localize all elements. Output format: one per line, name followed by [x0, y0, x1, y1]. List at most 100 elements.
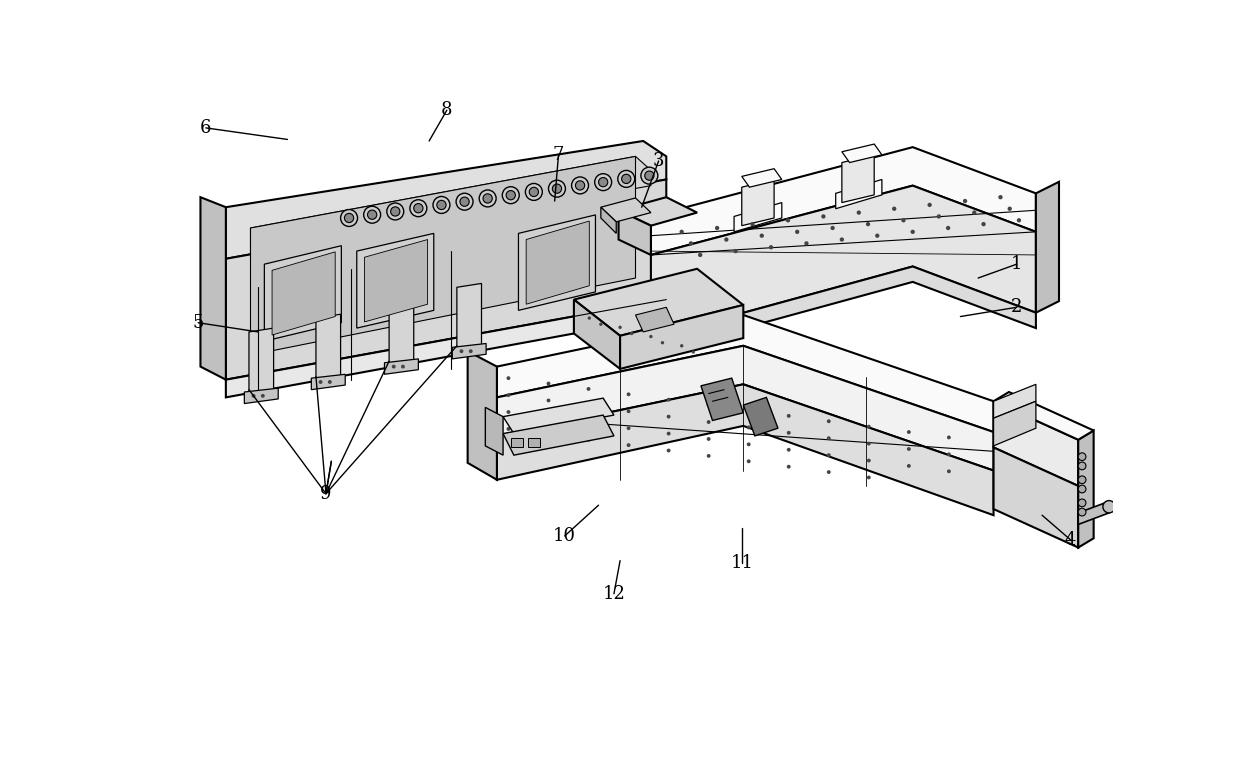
Circle shape	[906, 430, 910, 434]
Polygon shape	[497, 315, 993, 432]
Circle shape	[526, 183, 542, 200]
Polygon shape	[389, 299, 414, 364]
Polygon shape	[993, 401, 1079, 486]
Polygon shape	[742, 169, 781, 187]
Circle shape	[587, 437, 590, 441]
Polygon shape	[453, 343, 486, 359]
Polygon shape	[497, 385, 993, 515]
Polygon shape	[734, 203, 781, 232]
Polygon shape	[701, 378, 743, 420]
Circle shape	[619, 326, 621, 329]
Circle shape	[469, 350, 472, 353]
Circle shape	[906, 464, 910, 468]
Text: 1: 1	[1011, 255, 1023, 274]
Circle shape	[587, 421, 590, 425]
Circle shape	[506, 376, 511, 380]
Circle shape	[750, 222, 755, 226]
Circle shape	[947, 452, 951, 456]
Circle shape	[547, 433, 551, 436]
Text: 6: 6	[200, 119, 212, 137]
Polygon shape	[250, 156, 651, 259]
Circle shape	[947, 469, 951, 473]
Circle shape	[626, 443, 630, 447]
Polygon shape	[574, 269, 743, 336]
Circle shape	[587, 387, 590, 391]
Circle shape	[936, 214, 941, 218]
Polygon shape	[503, 398, 614, 434]
Polygon shape	[836, 179, 882, 209]
Circle shape	[867, 458, 870, 462]
Circle shape	[621, 174, 631, 183]
Circle shape	[1079, 499, 1086, 507]
Circle shape	[387, 203, 404, 220]
Polygon shape	[456, 284, 481, 349]
Circle shape	[707, 420, 711, 424]
Polygon shape	[467, 351, 497, 479]
Circle shape	[998, 195, 1003, 200]
Circle shape	[1079, 485, 1086, 493]
Polygon shape	[365, 239, 428, 322]
Text: 3: 3	[652, 152, 665, 170]
Circle shape	[805, 241, 808, 246]
Circle shape	[1079, 462, 1086, 470]
Circle shape	[1102, 500, 1115, 513]
Polygon shape	[619, 211, 651, 255]
Circle shape	[667, 448, 671, 452]
Circle shape	[707, 454, 711, 458]
Circle shape	[867, 441, 870, 445]
Polygon shape	[316, 314, 341, 380]
Polygon shape	[635, 307, 675, 332]
Circle shape	[626, 392, 630, 396]
Circle shape	[1017, 218, 1021, 222]
Circle shape	[626, 427, 630, 430]
Circle shape	[479, 190, 496, 207]
Circle shape	[746, 426, 750, 430]
Circle shape	[947, 435, 951, 439]
Circle shape	[867, 425, 870, 429]
Circle shape	[746, 409, 750, 413]
Text: 9: 9	[320, 485, 332, 503]
Polygon shape	[993, 392, 1094, 440]
Polygon shape	[1079, 501, 1109, 524]
Circle shape	[588, 316, 591, 320]
Circle shape	[769, 245, 774, 249]
Circle shape	[680, 230, 683, 234]
Circle shape	[707, 437, 711, 441]
Circle shape	[698, 253, 702, 257]
Circle shape	[363, 206, 381, 223]
Text: 5: 5	[192, 314, 203, 332]
Circle shape	[787, 414, 791, 418]
Circle shape	[484, 193, 492, 203]
Circle shape	[831, 226, 835, 230]
Circle shape	[650, 335, 652, 338]
Circle shape	[595, 174, 611, 190]
Circle shape	[460, 350, 464, 353]
Polygon shape	[497, 346, 993, 471]
Circle shape	[506, 393, 511, 397]
Circle shape	[661, 341, 665, 344]
Circle shape	[680, 344, 683, 347]
Circle shape	[391, 207, 399, 216]
Circle shape	[645, 171, 653, 180]
Polygon shape	[384, 359, 418, 375]
Text: 11: 11	[730, 554, 753, 572]
Circle shape	[787, 465, 791, 469]
Text: 2: 2	[1011, 298, 1022, 316]
Circle shape	[599, 322, 603, 326]
Circle shape	[981, 222, 986, 226]
Polygon shape	[574, 300, 620, 369]
Circle shape	[667, 415, 671, 419]
Polygon shape	[743, 397, 777, 436]
Circle shape	[392, 364, 396, 368]
Polygon shape	[651, 147, 1035, 255]
Circle shape	[433, 197, 450, 214]
Polygon shape	[485, 407, 503, 455]
Circle shape	[906, 447, 910, 451]
Polygon shape	[249, 328, 274, 393]
Circle shape	[667, 398, 671, 402]
Circle shape	[875, 234, 879, 238]
Circle shape	[460, 197, 469, 207]
Circle shape	[746, 459, 750, 463]
Circle shape	[715, 226, 719, 230]
Circle shape	[552, 184, 562, 193]
